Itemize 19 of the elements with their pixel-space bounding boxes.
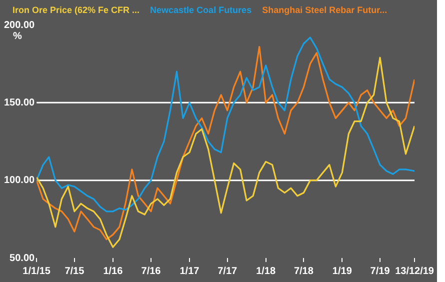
x-tick-label: 7/15 [64,266,85,277]
x-tick-label: 7/16 [141,266,162,277]
text: Newcastle Coal Futures [150,4,252,15]
text: Shanghai Steel Rebar Futur... [262,4,388,15]
x-tick-label: 7/19 [370,266,390,277]
x-tick-label: 7/18 [294,266,314,277]
x-tick-label: 1/19 [332,266,352,277]
x-tick-label: 1/18 [256,266,276,277]
y-axis-title: % [13,30,22,42]
x-tick-label: 1/17 [180,266,200,277]
y-tick-label: 50.00 [10,252,36,264]
y-tick-label: 100.00 [4,175,36,186]
x-tick-label: 1/16 [103,266,124,277]
text: Iron Ore Price (62% Fe CFR ... [12,4,140,15]
x-tick-label: 13/12/19 [395,266,434,277]
y-tick-label: 150.00 [4,97,36,108]
y-tick-label: 200.00 [4,20,36,31]
x-tick-label: 7/17 [218,266,238,277]
x-tick-label: 1/1/15 [22,266,51,277]
